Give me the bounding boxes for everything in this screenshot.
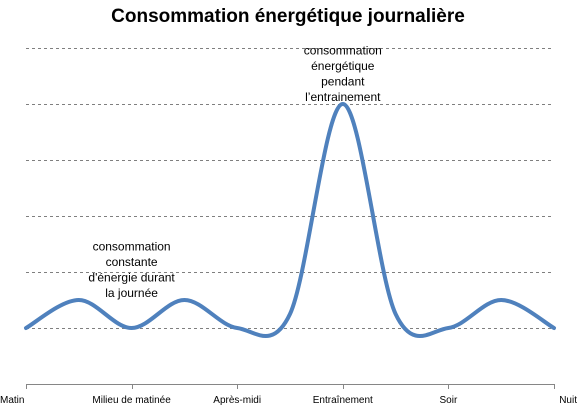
annotation-text: consommation énergétique pendant l’entraine… bbox=[304, 44, 382, 104]
annotation-line: l’entrainement bbox=[305, 90, 381, 104]
x-tick-label: Nuit bbox=[559, 395, 577, 406]
series-line bbox=[24, 102, 556, 338]
annotation-line: consommation bbox=[304, 44, 382, 58]
annotation-line: consommation bbox=[93, 240, 171, 254]
series-layer bbox=[24, 102, 556, 338]
annotation-line: d'énergie durant bbox=[88, 271, 175, 285]
annotation-line: pendant bbox=[321, 75, 365, 89]
chart-title: Consommation énergétique journalière bbox=[111, 6, 465, 27]
annotations: consommation constante d'énergie durant la … bbox=[88, 44, 381, 301]
x-tick-label: Entraînement bbox=[313, 395, 373, 406]
x-tick-label: Milieu de matinée bbox=[92, 395, 171, 406]
x-tick-label: Après-midi bbox=[213, 395, 261, 406]
annotation-text: consommation constante d'énergie durant la … bbox=[88, 240, 175, 301]
annotation-line: constante bbox=[106, 255, 158, 269]
x-axis: Matin Milieu de matinée Après-midi Entraîne… bbox=[0, 384, 577, 406]
x-tick-label: Soir bbox=[440, 395, 458, 406]
grid-lines bbox=[26, 48, 554, 329]
annotation-line: énergétique bbox=[311, 59, 375, 73]
x-tick-label: Matin bbox=[0, 395, 24, 406]
annotation-line: la journée bbox=[105, 286, 158, 300]
